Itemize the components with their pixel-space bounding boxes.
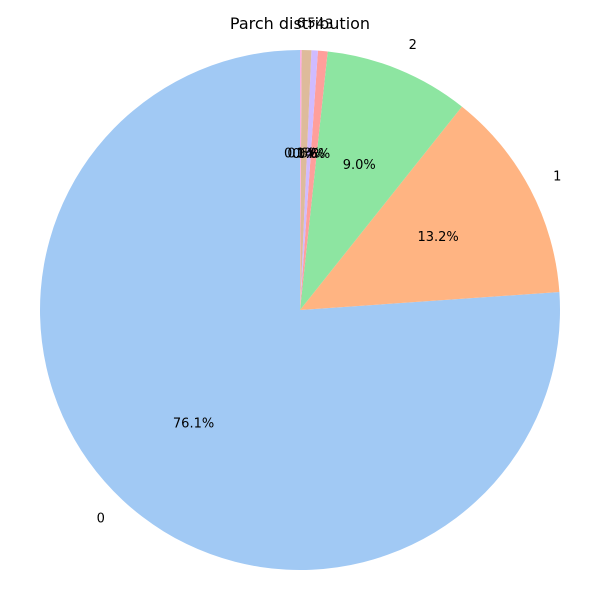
pie-slice-2 [300, 51, 462, 310]
pie-slice-5 [300, 50, 312, 310]
category-label-4: 4 [316, 17, 324, 32]
pie-slice-1 [300, 106, 560, 310]
percent-label-6: 0.1% [284, 147, 317, 162]
percent-labels: 76.1% 13.2% 9.0% 0.6%0.4%0.6%0.1% [173, 147, 459, 432]
pie-slice-6 [300, 50, 302, 310]
percent-label-1: 13.2% [417, 230, 458, 245]
percent-label-3: 0.6% [297, 147, 330, 162]
pie-slices [40, 50, 561, 570]
category-label-1: 1 [553, 169, 561, 184]
category-label-2: 2 [409, 38, 417, 53]
chart-title: Parch distribution [230, 14, 370, 33]
pie-slice-4 [300, 50, 318, 310]
category-label-3: 3 [325, 18, 333, 33]
percent-label-5: 0.6% [287, 147, 320, 162]
category-label-0: 0 [97, 512, 105, 527]
pie-slice-0 [40, 50, 561, 570]
percent-label-4: 0.4% [292, 147, 325, 162]
category-label-5: 5 [307, 17, 315, 32]
category-label-6: 6 [297, 17, 305, 32]
percent-label-0: 76.1% [173, 417, 214, 432]
percent-label-2: 9.0% [343, 158, 376, 173]
pie-slice-3 [300, 50, 328, 311]
